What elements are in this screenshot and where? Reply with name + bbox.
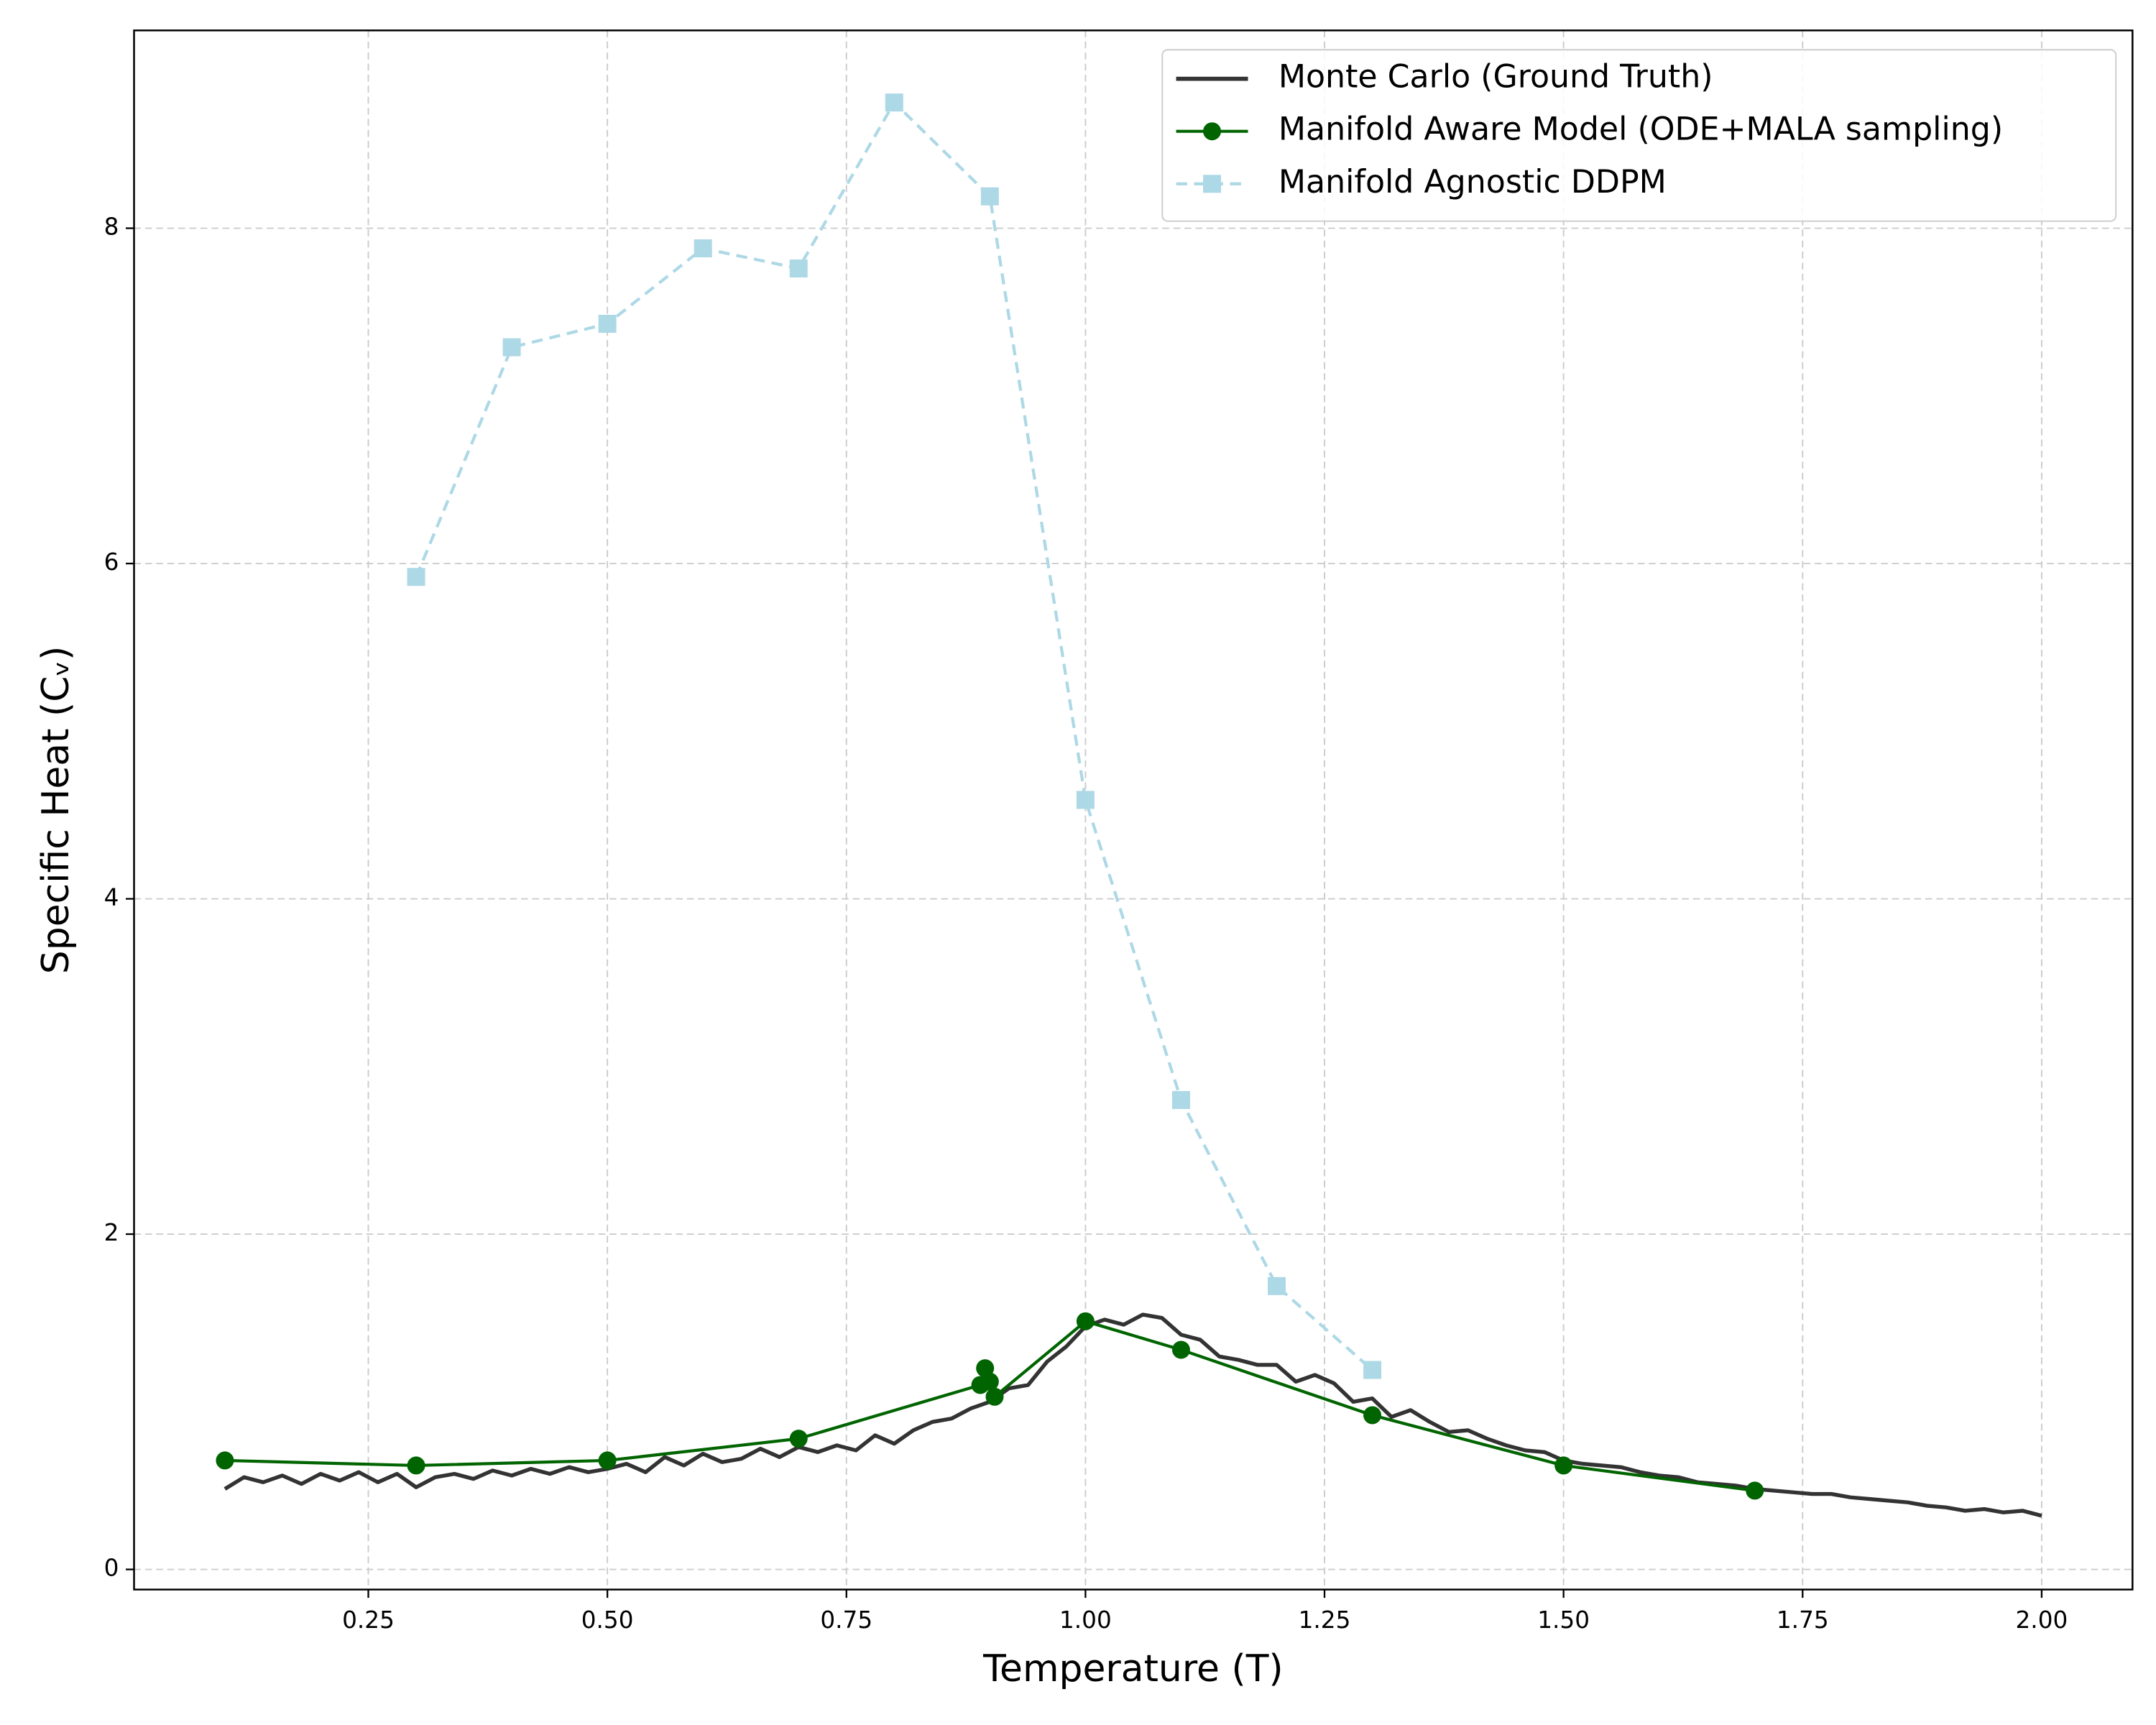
data-point (407, 568, 425, 586)
data-point (985, 1387, 1004, 1406)
plot-frame (133, 29, 2134, 1591)
legend-marker (1203, 175, 1222, 193)
data-point (1171, 1340, 1190, 1359)
data-point (980, 1372, 999, 1391)
x-tick-label: 0.75 (820, 1606, 872, 1634)
data-point (1363, 1361, 1382, 1379)
data-point (980, 187, 999, 206)
legend-label: Manifold Agnostic DDPM (1279, 164, 1667, 201)
data-point (789, 1430, 808, 1448)
y-tick-label: 6 (104, 548, 119, 576)
x-tick-label: 1.75 (1777, 1606, 1829, 1634)
y-tick-label: 2 (104, 1219, 119, 1246)
data-point (1746, 1481, 1764, 1500)
data-point (789, 259, 808, 278)
y-tick-label: 0 (104, 1555, 119, 1582)
y-tick-label: 8 (104, 213, 119, 241)
legend-label: Manifold Aware Model (ODE+MALA sampling) (1279, 111, 2003, 148)
data-point (598, 1451, 617, 1470)
x-tick-label: 1.50 (1537, 1606, 1590, 1634)
data-point (1554, 1456, 1573, 1475)
data-point (1171, 1090, 1190, 1109)
data-point (598, 314, 617, 333)
legend-box (1161, 49, 2117, 222)
data-point (1363, 1406, 1382, 1425)
x-tick-label: 0.25 (342, 1606, 395, 1634)
data-point (885, 93, 903, 112)
data-point (1076, 791, 1095, 809)
data-point (502, 338, 521, 356)
x-tick-label: 0.50 (581, 1606, 634, 1634)
data-point (1076, 1312, 1095, 1330)
legend-marker (1203, 122, 1222, 141)
x-tick-label: 1.25 (1299, 1606, 1351, 1634)
y-tick-label: 4 (104, 884, 119, 911)
legend-label: Monte Carlo (Ground Truth) (1279, 59, 1713, 96)
data-point (407, 1456, 425, 1475)
data-point (694, 239, 712, 258)
x-tick-label: 2.00 (2016, 1606, 2068, 1634)
series-line (224, 1312, 2042, 1518)
data-point (1267, 1276, 1286, 1295)
x-axis-label: Temperature (T) (982, 1647, 1284, 1690)
data-point (216, 1451, 234, 1470)
x-tick-label: 1.00 (1059, 1606, 1112, 1634)
y-axis-label: Specific Heat (Cᵥ) (34, 646, 78, 975)
